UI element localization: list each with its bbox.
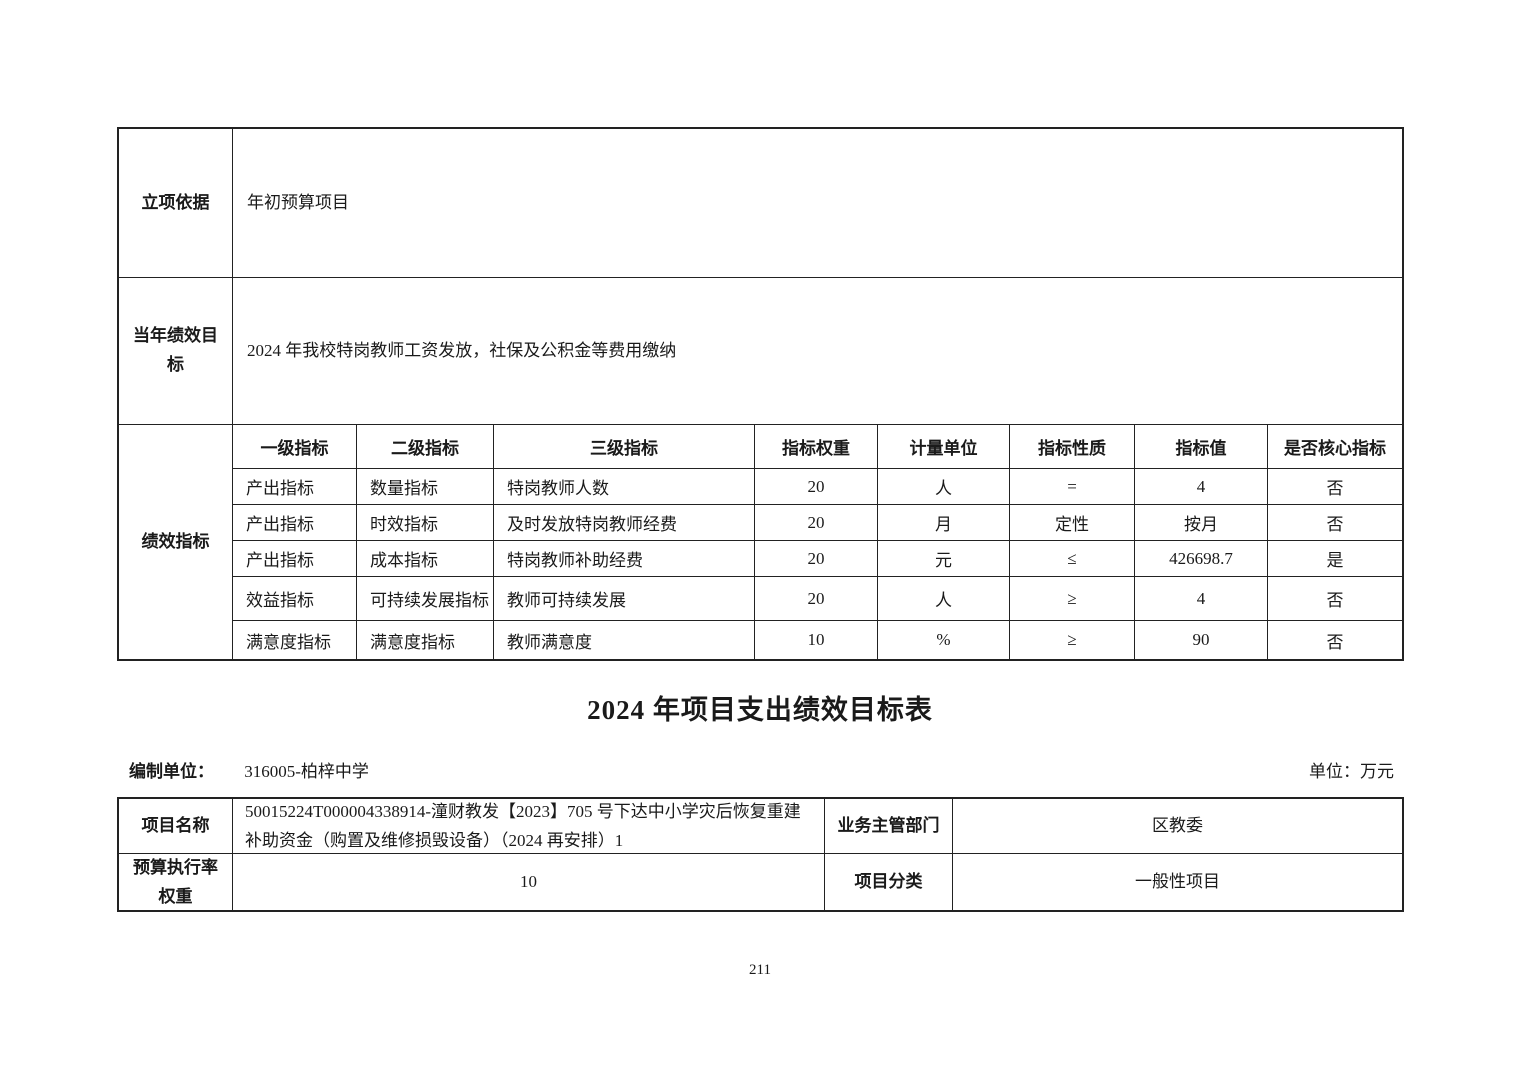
indicator-cell-level2: 时效指标 [357, 505, 494, 541]
page-title: 2024 年项目支出绩效目标表 [587, 695, 933, 725]
indicator-cell-level2: 成本指标 [357, 541, 494, 577]
category-label: 项目分类 [825, 854, 953, 912]
unit-note: 单位：万元 [1309, 762, 1394, 781]
indicator-cell-level3: 特岗教师人数 [494, 469, 755, 505]
indicator-cell-level2: 满意度指标 [357, 621, 494, 659]
header-core: 是否核心指标 [1268, 425, 1402, 469]
indicator-cell-level2: 数量指标 [357, 469, 494, 505]
dept-label: 业务主管部门 [825, 799, 953, 854]
indicator-cell-weight: 20 [755, 577, 878, 621]
indicator-cell-value: 4 [1135, 577, 1268, 621]
budget-weight-value: 10 [233, 854, 825, 912]
header-level3: 三级指标 [494, 425, 755, 469]
header-level1: 一级指标 [233, 425, 357, 469]
indicator-section-label: 绩效指标 [119, 425, 233, 659]
indicator-section: 绩效指标 一级指标 二级指标 三级指标 指标权重 计量单位 指标性质 指标值 是… [119, 425, 1402, 659]
indicator-cell-nature: ≥ [1010, 577, 1135, 621]
indicator-cell-level1: 满意度指标 [233, 621, 357, 659]
goal-row: 当年绩效目标 2024 年我校特岗教师工资发放，社保及公积金等费用缴纳 [119, 278, 1402, 425]
indicator-cell-core: 否 [1268, 505, 1402, 541]
page-number: 211 [749, 962, 771, 978]
indicator-cell-unit: 人 [878, 577, 1010, 621]
indicator-grid: 一级指标 二级指标 三级指标 指标权重 计量单位 指标性质 指标值 是否核心指标… [233, 425, 1402, 659]
indicator-cell-weight: 20 [755, 469, 878, 505]
indicator-cell-core: 否 [1268, 469, 1402, 505]
project-name-label: 项目名称 [119, 799, 233, 854]
basis-row: 立项依据 年初预算项目 [119, 129, 1402, 278]
indicator-cell-value: 按月 [1135, 505, 1268, 541]
indicator-cell-nature: 定性 [1010, 505, 1135, 541]
indicator-cell-level1: 产出指标 [233, 505, 357, 541]
indicator-cell-unit: 人 [878, 469, 1010, 505]
indicator-cell-weight: 20 [755, 541, 878, 577]
basis-value: 年初预算项目 [247, 193, 349, 213]
prepared-by-label: 编制单位： [129, 762, 214, 781]
indicator-cell-unit: % [878, 621, 1010, 659]
header-unit: 计量单位 [878, 425, 1010, 469]
basis-label: 立项依据 [119, 129, 233, 277]
indicator-cell-unit: 元 [878, 541, 1010, 577]
category-value: 一般性项目 [1135, 872, 1220, 892]
indicator-cell-core: 是 [1268, 541, 1402, 577]
dept-value: 区教委 [953, 799, 1402, 854]
budget-weight-label: 预算执行率权重 [119, 854, 233, 912]
indicator-cell-nature: ≥ [1010, 621, 1135, 659]
indicator-cell-level1: 产出指标 [233, 469, 357, 505]
indicator-cell-level2: 可持续发展指标 [357, 577, 494, 621]
indicator-cell-weight: 10 [755, 621, 878, 659]
project-name-value: 50015224T000004338914-潼财教发【2023】705 号下达中… [233, 799, 825, 854]
header-level2: 二级指标 [357, 425, 494, 469]
indicator-cell-nature: ≤ [1010, 541, 1135, 577]
indicator-cell-level3: 教师满意度 [494, 621, 755, 659]
indicator-cell-level3: 及时发放特岗教师经费 [494, 505, 755, 541]
performance-detail-table: 立项依据 年初预算项目 当年绩效目标 2024 年我校特岗教师工资发放，社保及公… [117, 127, 1404, 661]
prepared-by-value: 316005-柏梓中学 [244, 762, 369, 781]
header-value: 指标值 [1135, 425, 1268, 469]
indicator-cell-weight: 20 [755, 505, 878, 541]
goal-value: 2024 年我校特岗教师工资发放，社保及公积金等费用缴纳 [247, 341, 677, 361]
indicator-cell-nature: = [1010, 469, 1135, 505]
indicator-cell-core: 否 [1268, 577, 1402, 621]
indicator-cell-core: 否 [1326, 632, 1344, 652]
indicator-cell-level1: 产出指标 [233, 541, 357, 577]
indicator-cell-value: 4 [1135, 469, 1268, 505]
meta-line: 编制单位： 316005-柏梓中学 单位：万元 [117, 757, 1404, 783]
indicator-cell-level1: 效益指标 [233, 577, 357, 621]
indicator-cell-value: 426698.7 [1135, 541, 1268, 577]
header-weight: 指标权重 [755, 425, 878, 469]
indicator-cell-level3: 教师可持续发展 [494, 577, 755, 621]
indicator-cell-level3: 特岗教师补助经费 [494, 541, 755, 577]
indicator-cell-unit: 月 [878, 505, 1010, 541]
project-summary-table: 项目名称 50015224T000004338914-潼财教发【2023】705… [117, 797, 1404, 912]
indicator-cell-value: 90 [1135, 621, 1268, 659]
header-nature: 指标性质 [1010, 425, 1135, 469]
goal-label: 当年绩效目标 [119, 278, 233, 424]
